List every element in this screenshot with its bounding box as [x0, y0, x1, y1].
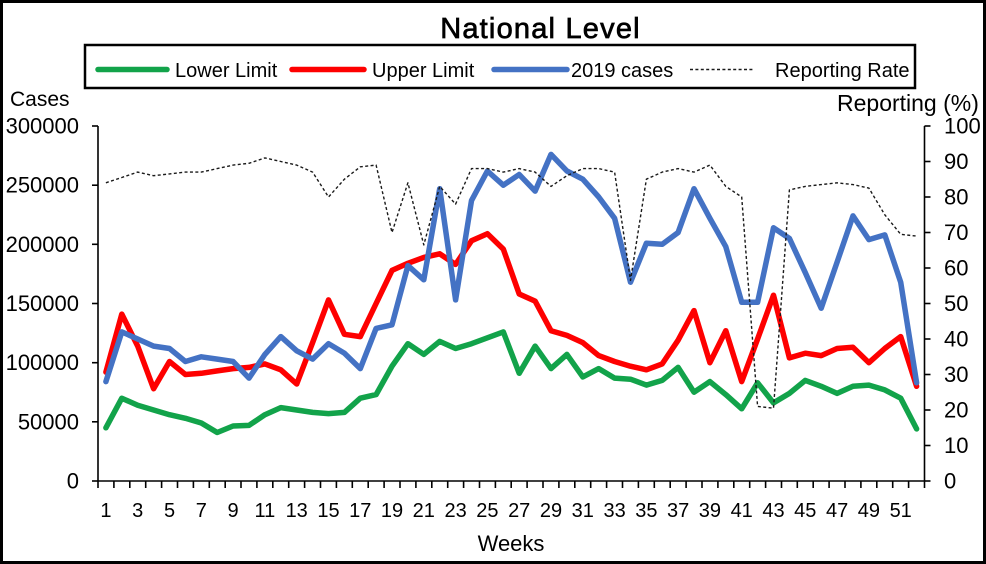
svg-text:1: 1: [100, 500, 111, 522]
svg-text:7: 7: [196, 500, 207, 522]
svg-text:33: 33: [603, 500, 625, 522]
svg-text:5: 5: [164, 500, 175, 522]
svg-text:19: 19: [381, 500, 403, 522]
svg-text:17: 17: [349, 500, 371, 522]
svg-text:90: 90: [944, 149, 968, 174]
svg-text:3: 3: [132, 500, 143, 522]
svg-text:9: 9: [228, 500, 239, 522]
svg-text:Weeks: Weeks: [478, 531, 545, 556]
svg-text:49: 49: [858, 500, 880, 522]
svg-text:300000: 300000: [6, 114, 79, 139]
svg-text:37: 37: [667, 500, 689, 522]
svg-text:100000: 100000: [6, 350, 79, 375]
svg-text:100: 100: [944, 114, 981, 139]
svg-text:National Level: National Level: [440, 13, 641, 45]
svg-text:2019 cases: 2019 cases: [571, 60, 673, 82]
svg-text:70: 70: [944, 220, 968, 245]
svg-text:150000: 150000: [6, 291, 79, 316]
svg-text:Lower Limit: Lower Limit: [175, 60, 278, 82]
svg-text:Reporting (%): Reporting (%): [837, 90, 979, 116]
svg-text:41: 41: [731, 500, 753, 522]
svg-text:35: 35: [635, 500, 657, 522]
svg-text:Cases: Cases: [10, 88, 70, 111]
svg-text:0: 0: [944, 469, 956, 494]
svg-text:15: 15: [317, 500, 339, 522]
svg-text:80: 80: [944, 185, 968, 210]
svg-text:10: 10: [944, 433, 968, 458]
svg-text:21: 21: [413, 500, 435, 522]
svg-text:29: 29: [540, 500, 562, 522]
svg-text:13: 13: [286, 500, 308, 522]
svg-text:200000: 200000: [6, 232, 79, 257]
svg-text:25: 25: [476, 500, 498, 522]
svg-text:250000: 250000: [6, 173, 79, 198]
svg-text:50000: 50000: [18, 409, 79, 434]
svg-text:40: 40: [944, 327, 968, 352]
svg-text:51: 51: [890, 500, 912, 522]
svg-text:45: 45: [794, 500, 816, 522]
svg-text:31: 31: [572, 500, 594, 522]
svg-text:Upper Limit: Upper Limit: [372, 60, 475, 82]
svg-text:50: 50: [944, 291, 968, 316]
svg-text:23: 23: [444, 500, 466, 522]
svg-text:0: 0: [67, 469, 79, 494]
svg-text:30: 30: [944, 362, 968, 387]
svg-text:27: 27: [508, 500, 530, 522]
svg-text:11: 11: [255, 500, 276, 522]
svg-text:60: 60: [944, 256, 968, 281]
svg-text:47: 47: [826, 500, 848, 522]
svg-text:Reporting Rate: Reporting Rate: [775, 60, 910, 82]
svg-text:20: 20: [944, 398, 968, 423]
svg-text:39: 39: [699, 500, 721, 522]
svg-text:43: 43: [762, 500, 784, 522]
